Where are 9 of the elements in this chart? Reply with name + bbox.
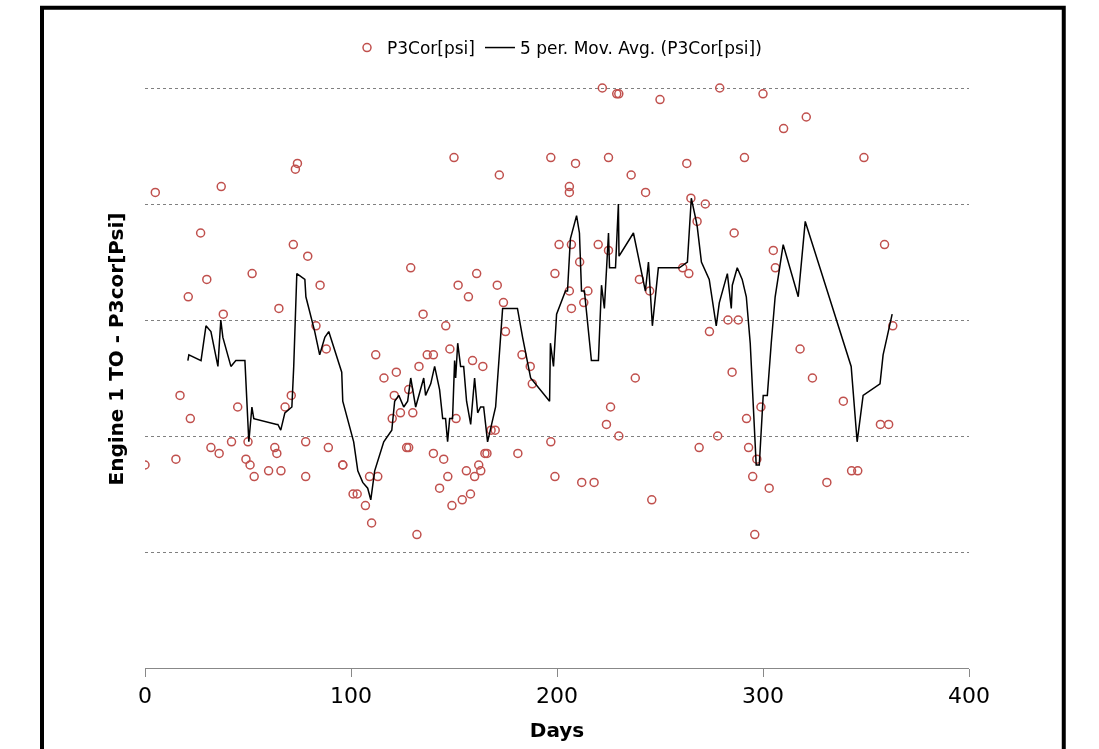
x-tick-label: 0 [138,683,152,709]
legend-label: P3Cor[psi] [387,38,475,59]
x-tick-label: 400 [948,683,990,709]
y-axis-title: Engine 1 TO - P3cor[Psi] [103,212,128,486]
x-tick-label: 300 [742,683,784,709]
legend-label: 5 per. Mov. Avg. (P3Cor[psi]) [519,38,762,59]
x-axis-title: Days [529,717,585,742]
x-tick-label: 100 [330,683,372,709]
x-tick-label: 200 [536,683,578,709]
